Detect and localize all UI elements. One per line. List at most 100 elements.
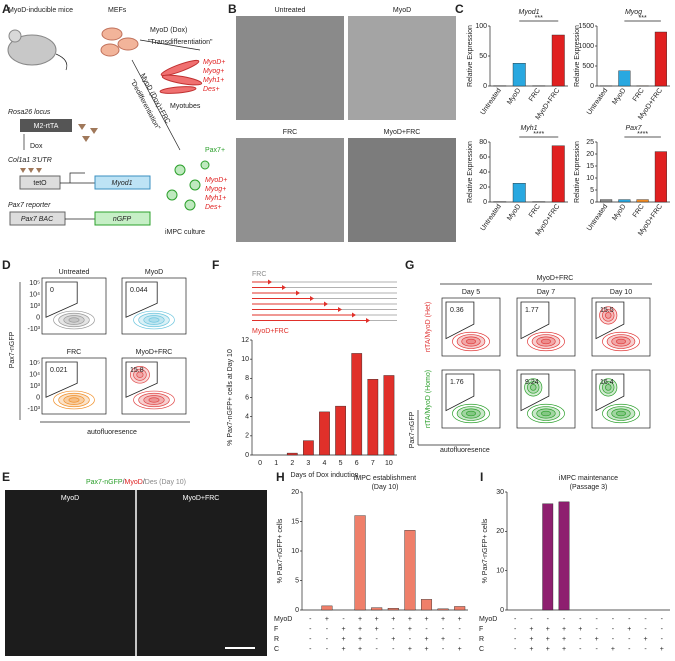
condition-mark: - xyxy=(547,616,550,623)
contour xyxy=(133,390,175,410)
image-label: MyoD xyxy=(393,7,411,14)
contour xyxy=(602,331,640,352)
column-label: Day 7 xyxy=(537,289,555,296)
y-tick-label: 20 xyxy=(479,184,487,191)
condition-mark: - xyxy=(661,626,664,633)
title-part: Pax7-nGFP xyxy=(86,479,123,486)
y-tick-label: 0 xyxy=(500,607,504,614)
contour xyxy=(531,334,561,349)
label: "Transdifferentiation" xyxy=(148,39,213,46)
contour xyxy=(604,384,612,391)
y-tick-label: 6 xyxy=(245,394,249,401)
annotation: FRC xyxy=(252,271,266,278)
condition-mark: - xyxy=(579,616,582,623)
y-tick-label: 25 xyxy=(586,139,594,146)
condition-mark: + xyxy=(375,626,379,633)
x-tick-label: 5 xyxy=(339,460,343,467)
y-tick-label: 10⁵ xyxy=(29,360,40,367)
gene-box xyxy=(20,119,72,132)
panel-label: F xyxy=(212,258,219,272)
gate-value: 15.5 xyxy=(600,307,614,314)
y-axis-label: % Pax7-nGFP+ cells xyxy=(482,518,489,583)
contour xyxy=(466,338,476,345)
micrograph xyxy=(348,16,456,120)
gate-value: 0.36 xyxy=(450,307,464,314)
condition-mark: - xyxy=(326,646,329,653)
arrow xyxy=(139,39,201,51)
y-tick-label: 0 xyxy=(295,607,299,614)
y-tick-label: -10³ xyxy=(28,406,41,413)
condition-mark: - xyxy=(342,616,345,623)
y-tick-label: 8 xyxy=(245,375,249,382)
contour xyxy=(452,403,490,424)
y-tick-label: 40 xyxy=(479,169,487,176)
bar xyxy=(558,501,570,611)
condition-mark: - xyxy=(579,646,582,653)
y-tick-label: 10 xyxy=(496,568,504,575)
bar xyxy=(618,70,631,87)
contour xyxy=(602,381,615,394)
column-label: Day 5 xyxy=(462,289,480,296)
chart-title: (Day 10) xyxy=(372,484,399,491)
image-label: MyoD+FRC xyxy=(384,129,421,136)
condition-mark: - xyxy=(376,646,379,653)
label: Col1a1 3'UTR xyxy=(8,157,52,164)
condition-mark: - xyxy=(628,646,631,653)
gate xyxy=(595,301,625,340)
mouse xyxy=(7,34,57,66)
gate-value: 9.24 xyxy=(525,379,539,386)
y-tick-label: 0 xyxy=(590,199,594,206)
significance: *** xyxy=(535,15,543,22)
y-tick-label: 50 xyxy=(479,53,487,60)
y-tick-label: 10 xyxy=(586,175,594,182)
y-tick-label: 10³ xyxy=(30,383,41,390)
bar xyxy=(551,145,565,203)
contour xyxy=(143,395,165,405)
contour xyxy=(63,395,85,405)
chart-title: Myog xyxy=(625,9,642,16)
label: Pax7+ xyxy=(205,147,225,154)
micrograph xyxy=(348,138,456,242)
contour xyxy=(599,306,618,325)
plot-title: MyoD+FRC xyxy=(136,349,173,356)
annotation: MyoD+FRC xyxy=(252,328,289,335)
row-label: rtTA/MyoD (Het) xyxy=(425,302,432,352)
y-tick-label: 10³ xyxy=(30,303,41,310)
gate xyxy=(45,361,78,398)
marker: Myog+ xyxy=(205,186,226,193)
contour xyxy=(138,392,170,408)
y-tick-label: 4 xyxy=(245,414,249,421)
condition-mark: - xyxy=(595,626,598,633)
mefs-cells xyxy=(100,27,139,57)
y-tick-label: 500 xyxy=(582,63,594,70)
title-part: / xyxy=(143,479,145,486)
gate xyxy=(520,373,550,412)
significance: **** xyxy=(533,131,544,138)
condition-mark: + xyxy=(341,646,345,653)
contour xyxy=(68,397,80,403)
panel-label: I xyxy=(480,470,483,484)
panel-label: A xyxy=(2,2,11,16)
x-tick-label: 1 xyxy=(274,460,278,467)
condition-mark: + xyxy=(660,646,664,653)
condition-label: R xyxy=(479,636,484,643)
panel-label: C xyxy=(455,2,464,16)
impc-cells xyxy=(166,160,210,211)
label: Myotubes xyxy=(170,103,201,110)
condition-mark: + xyxy=(595,636,599,643)
x-tick-label: MyoD xyxy=(506,87,522,106)
condition-mark: + xyxy=(408,616,412,623)
condition-mark: - xyxy=(661,616,664,623)
image-label: FRC xyxy=(283,129,297,136)
condition-label: R xyxy=(274,636,279,643)
condition-mark: + xyxy=(424,646,428,653)
y-tick-label: 0 xyxy=(245,452,249,459)
condition-mark: + xyxy=(341,636,345,643)
condition-mark: - xyxy=(514,616,517,623)
condition-mark: - xyxy=(563,616,566,623)
gate-value: 15.8 xyxy=(130,367,144,374)
condition-mark: - xyxy=(514,626,517,633)
condition-mark: - xyxy=(612,636,615,643)
y-tick-label: 100 xyxy=(475,23,487,30)
